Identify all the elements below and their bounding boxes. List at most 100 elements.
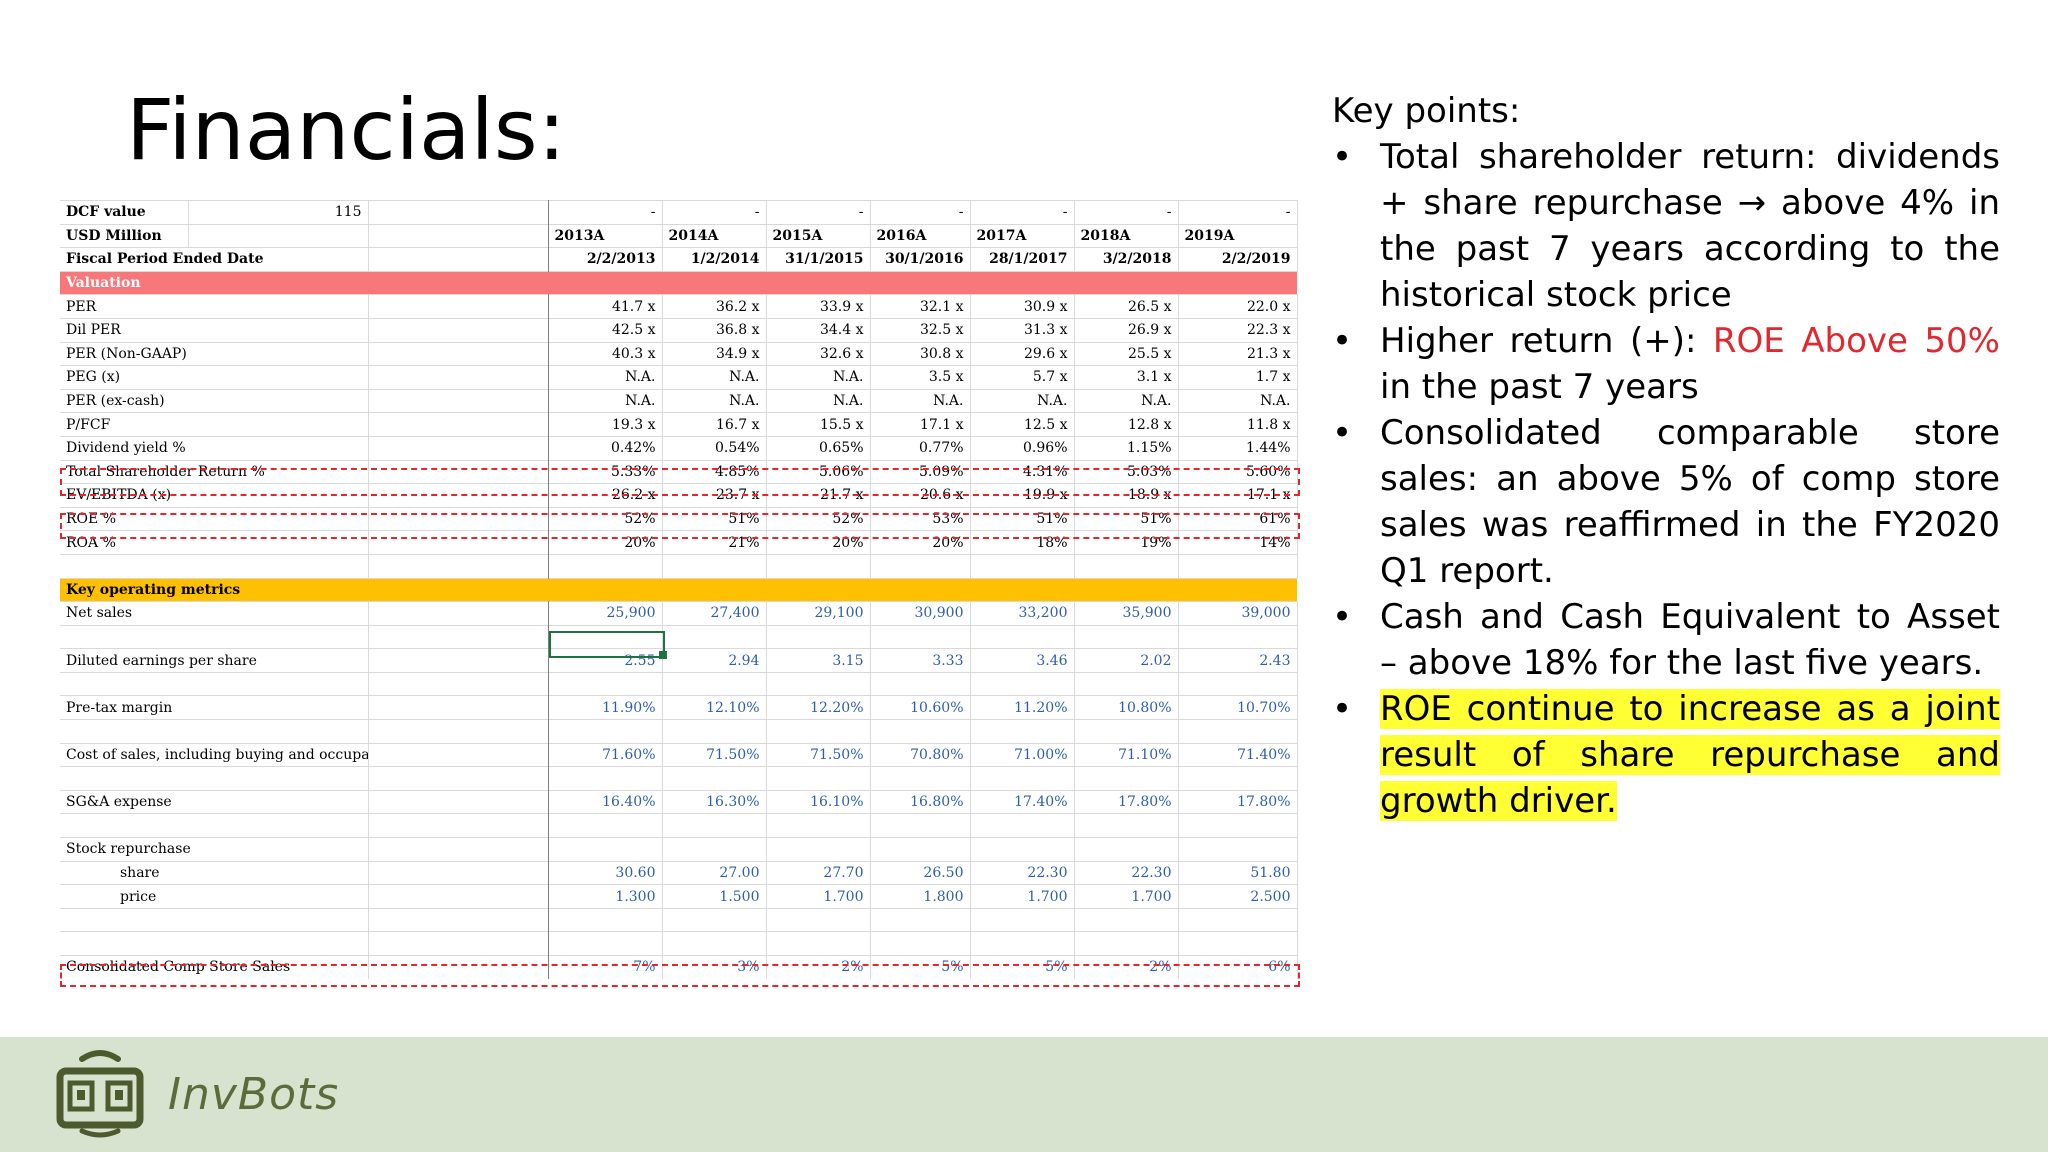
sheet-cell[interactable] [60,907,369,932]
sheet-cell[interactable] [870,624,971,649]
sheet-cell[interactable] [766,719,871,744]
sheet-cell[interactable] [870,270,970,295]
row-label[interactable]: USD Million [60,223,189,248]
sheet-cell[interactable] [548,907,663,932]
sheet-cell[interactable] [368,671,549,696]
period-date[interactable]: 2/2/2019 [1178,247,1298,272]
value-cell[interactable]: 0.54% [662,435,767,461]
value-cell[interactable]: 29.6 x [970,341,1075,366]
year-header[interactable]: 2018A [1074,223,1179,248]
sheet-cell[interactable] [368,766,549,791]
period-date[interactable]: 3/2/2018 [1074,247,1179,272]
section-header[interactable]: Valuation [60,270,548,295]
sheet-cell[interactable] [1178,624,1298,649]
sheet-cell[interactable] [662,577,766,602]
value-cell[interactable]: 32.5 x [870,317,971,343]
sheet-cell[interactable] [1074,907,1179,932]
sheet-cell[interactable] [368,365,549,390]
value-cell[interactable]: 16.40% [548,789,663,814]
sheet-cell[interactable] [60,813,369,838]
sheet-cell[interactable] [662,837,767,862]
sheet-cell[interactable] [662,766,767,791]
value-cell[interactable]: 5% [970,954,1075,979]
row-label[interactable]: DCF value [60,200,189,225]
value-cell[interactable]: 32.6 x [766,341,871,366]
value-cell[interactable]: 3.46 [970,648,1075,673]
value-cell[interactable]: 2% [766,954,871,979]
value-cell[interactable]: 36.2 x [662,294,767,319]
value-cell[interactable]: 30,900 [870,601,971,626]
value-cell[interactable]: 19.3 x [548,412,663,437]
sheet-cell[interactable] [368,530,549,555]
value-cell[interactable]: 25.5 x [1074,341,1179,366]
sheet-cell[interactable] [662,553,767,578]
row-label[interactable]: PER (Non-GAAP) [60,341,369,366]
value-cell[interactable]: 16.10% [766,789,871,814]
value-cell[interactable]: 10.80% [1074,695,1179,720]
sheet-cell[interactable] [1178,719,1298,744]
row-label[interactable]: ROA % [60,530,369,555]
value-cell[interactable]: 22.30 [1074,860,1179,885]
sheet-cell[interactable] [766,671,871,696]
sheet-cell[interactable] [766,931,871,956]
row-label[interactable]: SG&A expense [60,789,369,814]
value-cell[interactable]: 1.7 x [1178,365,1298,390]
period-date[interactable]: 2/2/2013 [548,247,663,272]
row-label[interactable]: PEG (x) [60,365,369,390]
value-cell[interactable]: 26.9 x [1074,317,1179,343]
value-cell[interactable]: 71.00% [970,742,1075,767]
sheet-cell[interactable] [1074,624,1179,649]
value-cell[interactable]: 51.80 [1178,860,1298,885]
value-cell[interactable]: 42.5 x [548,317,663,343]
sheet-cell[interactable]: - [1074,200,1179,225]
value-cell[interactable]: 36.8 x [662,317,767,343]
value-cell[interactable]: N.A. [662,365,767,390]
value-cell[interactable]: 22.30 [970,860,1075,885]
sheet-cell[interactable] [970,813,1075,838]
sheet-cell[interactable] [368,435,549,461]
value-cell[interactable]: 71.50% [662,742,767,767]
sheet-cell[interactable] [368,223,549,248]
sheet-cell[interactable] [870,719,971,744]
year-header[interactable]: 2015A [766,223,871,248]
sheet-cell[interactable] [368,837,549,862]
sheet-cell[interactable] [1074,931,1179,956]
fill-handle[interactable] [659,651,667,659]
sheet-cell[interactable] [766,624,871,649]
value-cell[interactable]: 20% [548,530,663,555]
value-cell[interactable]: 32.1 x [870,294,971,319]
value-cell[interactable]: 53% [870,506,971,531]
value-cell[interactable]: 21.3 x [1178,341,1298,366]
value-cell[interactable]: 27,400 [662,601,767,626]
value-cell[interactable]: N.A. [870,388,971,413]
sheet-cell[interactable] [1074,270,1178,295]
sheet-cell[interactable] [1178,837,1298,862]
value-cell[interactable]: 3.1 x [1074,365,1179,390]
sheet-cell[interactable] [662,719,767,744]
sheet-cell[interactable] [368,695,549,720]
period-date[interactable]: 31/1/2015 [766,247,871,272]
value-cell[interactable]: N.A. [1074,388,1179,413]
value-cell[interactable]: 34.4 x [766,317,871,343]
row-label[interactable]: ROE % [60,506,369,531]
sheet-cell[interactable] [1074,671,1179,696]
sheet-cell[interactable] [870,837,971,862]
value-cell[interactable]: 18% [970,530,1075,555]
sheet-cell[interactable] [1178,813,1298,838]
value-cell[interactable]: 19.9 x [970,483,1075,508]
year-header[interactable]: 2014A [662,223,767,248]
sheet-cell[interactable] [368,719,549,744]
sheet-cell[interactable] [662,813,767,838]
row-label[interactable]: Dividend yield % [60,435,369,461]
value-cell[interactable]: 22.3 x [1178,317,1298,343]
sheet-cell[interactable] [548,270,662,295]
value-cell[interactable]: 10.70% [1178,695,1298,720]
sheet-cell[interactable] [368,341,549,366]
sheet-cell[interactable] [970,577,1074,602]
value-cell[interactable]: N.A. [766,388,871,413]
value-cell[interactable]: 23.7 x [662,483,767,508]
year-header[interactable]: 2016A [870,223,971,248]
value-cell[interactable]: 12.10% [662,695,767,720]
sheet-cell[interactable] [368,931,549,956]
row-label[interactable]: Cost of sales, including buying and occu… [60,742,369,767]
